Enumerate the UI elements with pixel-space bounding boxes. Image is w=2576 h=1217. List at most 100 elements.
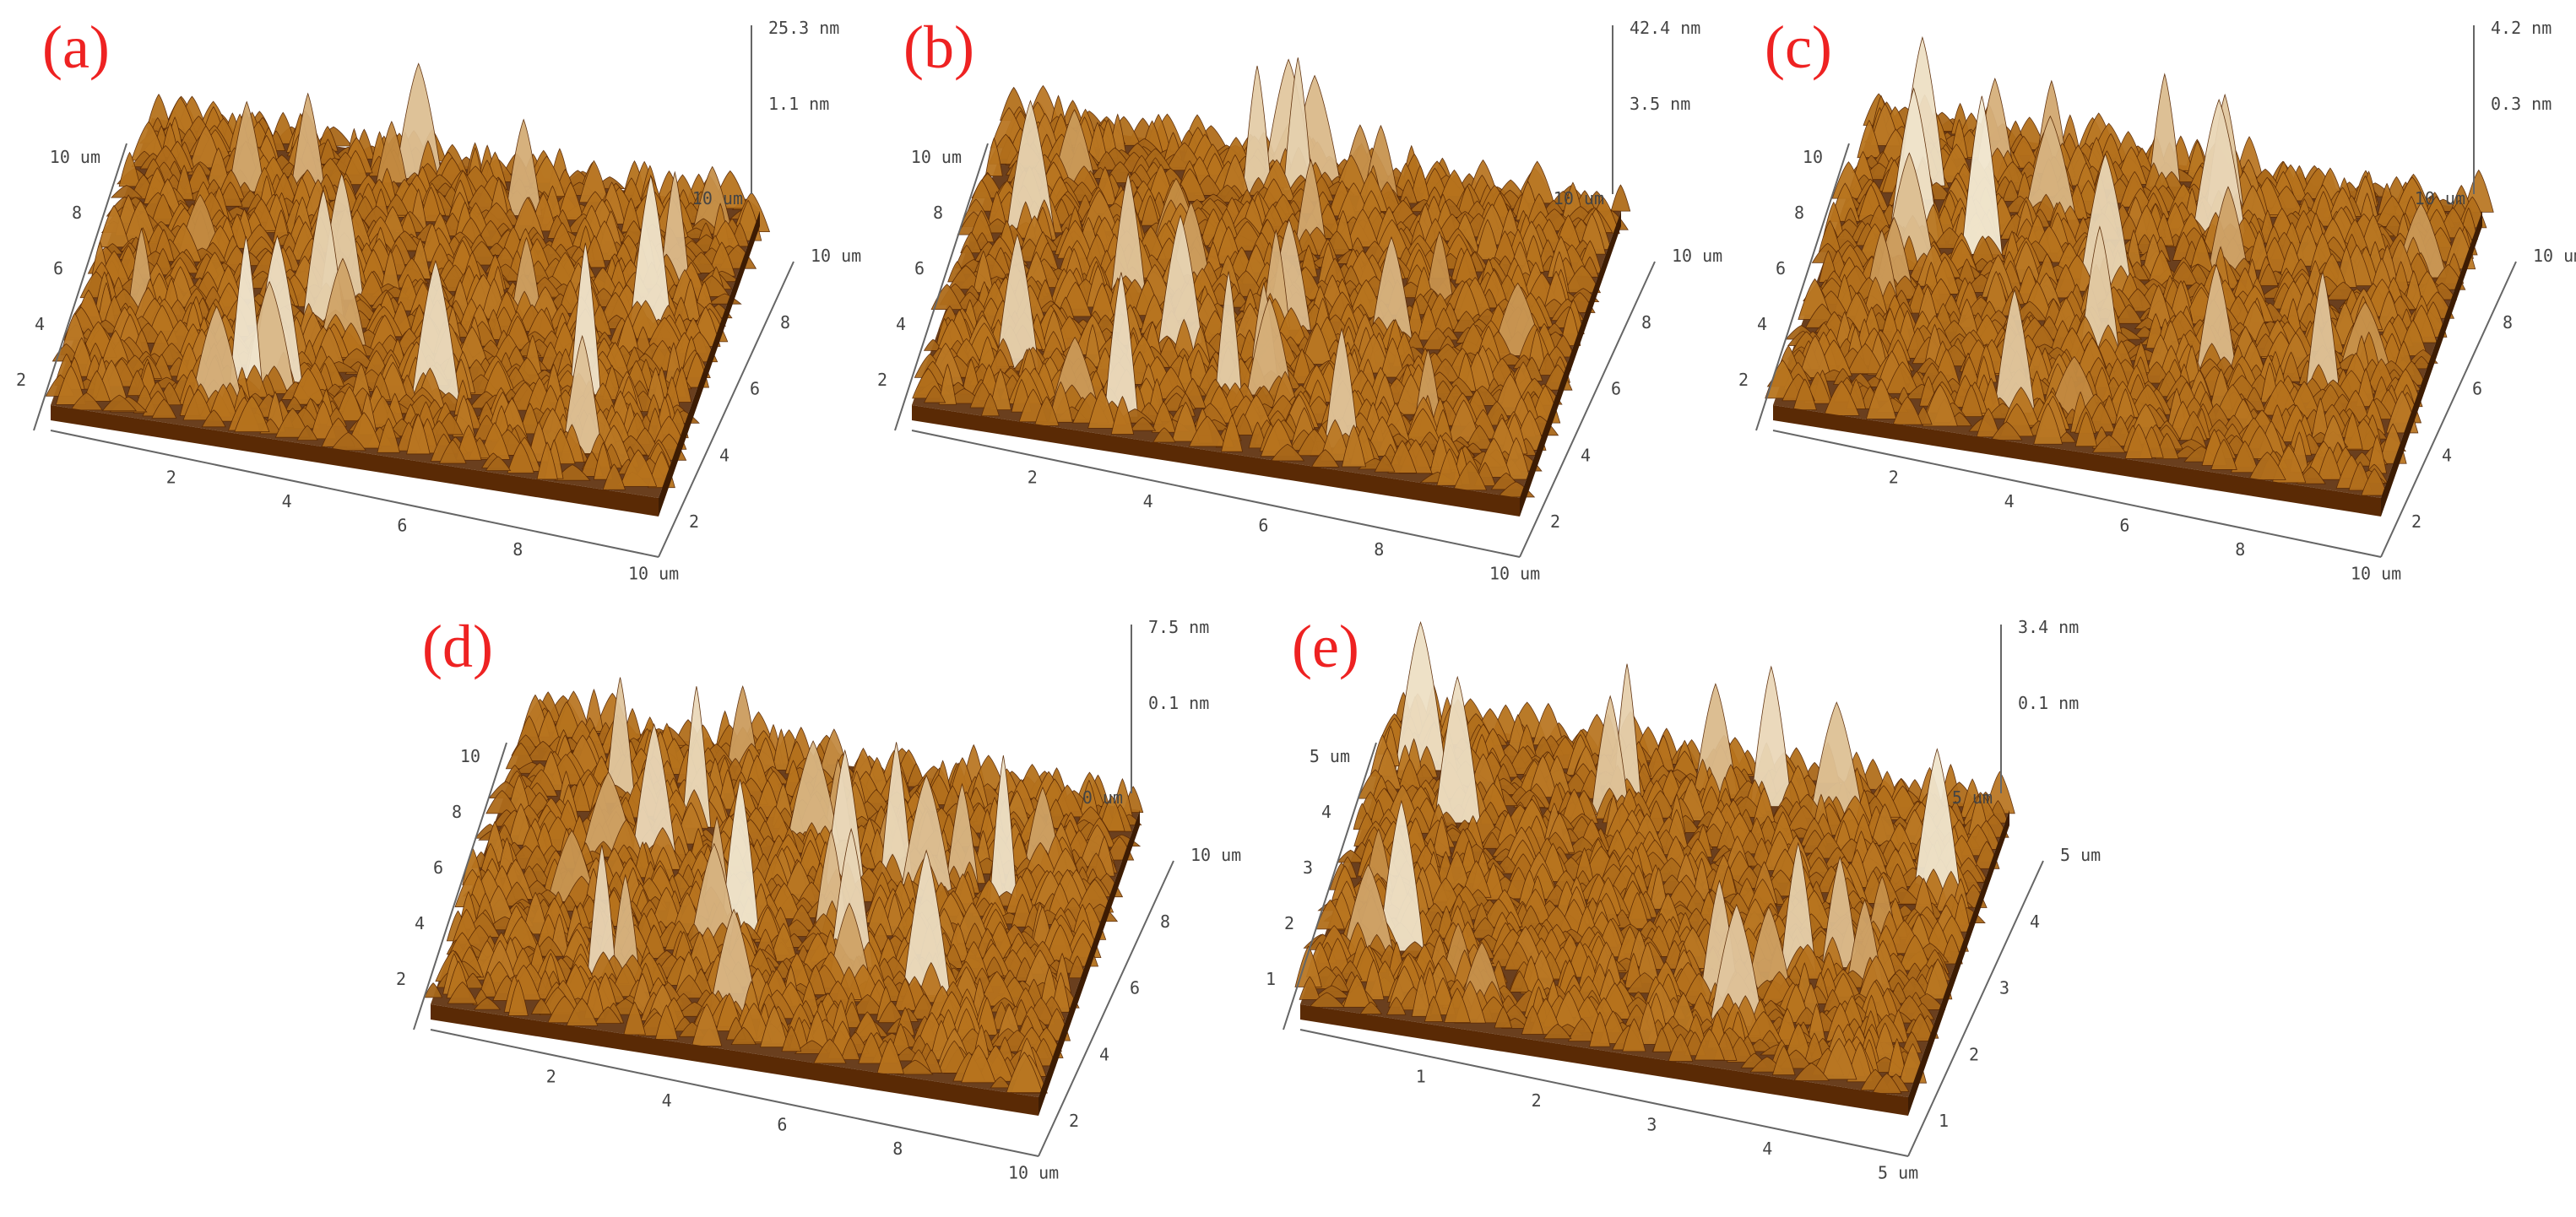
afm-3d-surface: 2 4 6 8 10 um 2 4 6 8 10 10 um 8 6 4 2 7.5 nm 0.1 nm 0 um <box>396 617 1241 1183</box>
axes: 1 2 3 4 5 um 1 2 3 4 5 um 5 um 4 3 2 1 3.4 nm 0.1 nm 5 um <box>1266 617 2101 1183</box>
y-tick-label: 8 <box>933 203 943 223</box>
depth-tick-label: 5 um <box>2060 845 2101 865</box>
x-tick-label: 2 <box>166 468 176 488</box>
depth-tick-label: 2 <box>2411 511 2421 532</box>
depth-tick-label: 6 <box>750 379 760 399</box>
depth-tick-label: 8 <box>1160 911 1170 932</box>
y-tick-label: 10 um <box>50 147 100 167</box>
afm-3d-surface: 2 4 6 8 10 um 2 4 6 8 10 um 10 um 8 6 4 2 25.3 nm 1.1 nm… <box>16 18 861 584</box>
afm-panel-b: 2 4 6 8 10 um 2 4 6 8 10 um 10 um 8 6 4 2 42.4 nm 3.5 nm… <box>877 8 1722 599</box>
x-tick-label: 2 <box>546 1067 556 1087</box>
x-tick-label: 6 <box>397 516 407 536</box>
x-tick-label: 10 um <box>628 564 679 584</box>
x-tick-label: 10 um <box>1008 1163 1059 1183</box>
panel-label-b: (b) <box>903 14 974 81</box>
depth-tick-label: 6 <box>2472 379 2482 399</box>
x-tick-label: 2 <box>1028 468 1038 488</box>
x-tick-label: 6 <box>1258 516 1268 536</box>
afm-3d-surface: 2 4 6 8 10 um 2 4 6 8 10 10 um 8 6 4 2 4.2 nm 0.3 nm 10 u… <box>1738 18 2576 584</box>
depth-tick-label: 3 <box>1999 978 2009 998</box>
afm-panel-e: 1 2 3 4 5 um 1 2 3 4 5 um 5 um 4 3 2 1 3.4 nm 0.1 nm 5 um… <box>1266 608 2101 1198</box>
x-tick-label: 2 <box>1889 468 1899 488</box>
y-tick-label: 10 <box>1803 147 1823 167</box>
y-tick-label: 6 <box>53 258 63 279</box>
y-tick-label: 2 <box>1284 913 1294 933</box>
x-tick-label: 4 <box>282 491 292 511</box>
depth-tick-label: 10 um <box>1672 246 1722 266</box>
x-tick-label: 6 <box>777 1115 787 1135</box>
x-tick-label: 4 <box>662 1090 672 1111</box>
z-mid-label: 0.1 nm <box>2018 693 2079 713</box>
y-tick-label: 2 <box>16 370 26 390</box>
afm-panel-c: 2 4 6 8 10 um 2 4 6 8 10 10 um 8 6 4 2 4.2 nm 0.3 nm 10 u… <box>1738 8 2576 599</box>
depth-tick-label: 4 <box>2442 445 2452 465</box>
x-tick-label: 1 <box>1416 1067 1426 1087</box>
z-mid-label: 0.1 nm <box>1148 693 1209 713</box>
x-tick-label: 3 <box>1646 1115 1657 1135</box>
y-tick-label: 6 <box>433 857 443 878</box>
z-max-label: 7.5 nm <box>1148 617 1209 637</box>
depth-tick-label: 10 um <box>2533 246 2576 266</box>
y-tick-label: 4 <box>415 913 425 933</box>
y-tick-label: 4 <box>1757 314 1767 334</box>
afm-panel-d: 2 4 6 8 10 um 2 4 6 8 10 10 um 8 6 4 2 7.5 nm 0.1 nm 0 um… <box>396 608 1241 1198</box>
y-tick-label: 8 <box>72 203 82 223</box>
z-mid-label: 1.1 nm <box>768 94 829 114</box>
y-tick-label: 8 <box>1794 203 1804 223</box>
z-mid-label: 0.3 nm <box>2491 94 2552 114</box>
x-tick-label: 5 um <box>1878 1163 1918 1183</box>
panel-label-a: (a) <box>42 14 110 81</box>
depth-tick-label: 6 <box>1611 379 1621 399</box>
axes: 2 4 6 8 10 um 2 4 6 8 10 um 10 um 8 6 4 2 25.3 nm 1.1 nm… <box>16 18 861 584</box>
x-tick-label: 6 <box>2119 516 2129 536</box>
y-tick-label: 10 um <box>911 147 962 167</box>
y-tick-label: 4 <box>35 314 45 334</box>
axes: 2 4 6 8 10 um 2 4 6 8 10 10 um 8 6 4 2 7.5 nm 0.1 nm 0 um <box>396 617 1241 1183</box>
depth-tick-label: 4 <box>1099 1044 1109 1064</box>
y-tick-label: 2 <box>877 370 887 390</box>
afm-3d-surface: 2 4 6 8 10 um 2 4 6 8 10 um 10 um 8 6 4 2 42.4 nm 3.5 nm… <box>877 18 1722 584</box>
x-tick-label: 8 <box>512 539 523 560</box>
panel-label-c: (c) <box>1765 14 1832 81</box>
depth-tick-label: 4 <box>2030 911 2040 932</box>
panel-label-e: (e) <box>1292 613 1359 680</box>
depth-tick-label: 10 um <box>1190 845 1241 865</box>
z-max-label: 4.2 nm <box>2491 18 2552 38</box>
y-tick-label: 2 <box>396 969 406 989</box>
afm-panel-a: 2 4 6 8 10 um 2 4 6 8 10 um 10 um 8 6 4 2 25.3 nm 1.1 nm… <box>16 8 861 599</box>
y-tick-label: 6 <box>914 258 925 279</box>
depth-tick-label: 6 <box>1130 978 1140 998</box>
y-tick-label: 4 <box>1321 802 1331 822</box>
z-mid-label: 3.5 nm <box>1630 94 1690 114</box>
depth-tick-label: 8 <box>2503 312 2513 333</box>
x-tick-label: 10 um <box>1489 564 1540 584</box>
depth-tick-label: 8 <box>780 312 790 333</box>
depth-tick-label: 2 <box>1550 511 1560 532</box>
depth-tick-label: 2 <box>689 511 699 532</box>
y-tick-label: 3 <box>1303 857 1313 878</box>
afm-3d-surface: 1 2 3 4 5 um 1 2 3 4 5 um 5 um 4 3 2 1 3.4 nm 0.1 nm 5 um <box>1266 617 2101 1183</box>
depth-tick-label: 2 <box>1969 1044 1979 1064</box>
z-corner-label: 10 um <box>692 188 743 208</box>
depth-tick-label: 4 <box>1581 445 1591 465</box>
x-tick-label: 8 <box>2235 539 2245 560</box>
x-tick-label: 4 <box>1762 1139 1772 1159</box>
y-tick-label: 5 um <box>1310 746 1350 766</box>
z-corner-label: 10 um <box>1554 188 1604 208</box>
y-tick-label: 6 <box>1776 258 1786 279</box>
y-tick-label: 2 <box>1738 370 1749 390</box>
depth-tick-label: 1 <box>1939 1111 1949 1131</box>
depth-tick-label: 10 um <box>811 246 861 266</box>
z-max-label: 3.4 nm <box>2018 617 2079 637</box>
z-corner-label: 10 um <box>2415 188 2465 208</box>
panel-label-d: (d) <box>422 613 493 680</box>
z-max-label: 42.4 nm <box>1630 18 1700 38</box>
x-tick-label: 8 <box>892 1139 903 1159</box>
y-tick-label: 4 <box>896 314 906 334</box>
x-tick-label: 4 <box>2004 491 2015 511</box>
y-tick-label: 8 <box>452 802 462 822</box>
x-tick-label: 8 <box>1374 539 1384 560</box>
depth-tick-label: 2 <box>1069 1111 1079 1131</box>
axes: 2 4 6 8 10 um 2 4 6 8 10 10 um 8 6 4 2 4.2 nm 0.3 nm 10 u… <box>1738 18 2576 584</box>
x-tick-label: 4 <box>1143 491 1153 511</box>
